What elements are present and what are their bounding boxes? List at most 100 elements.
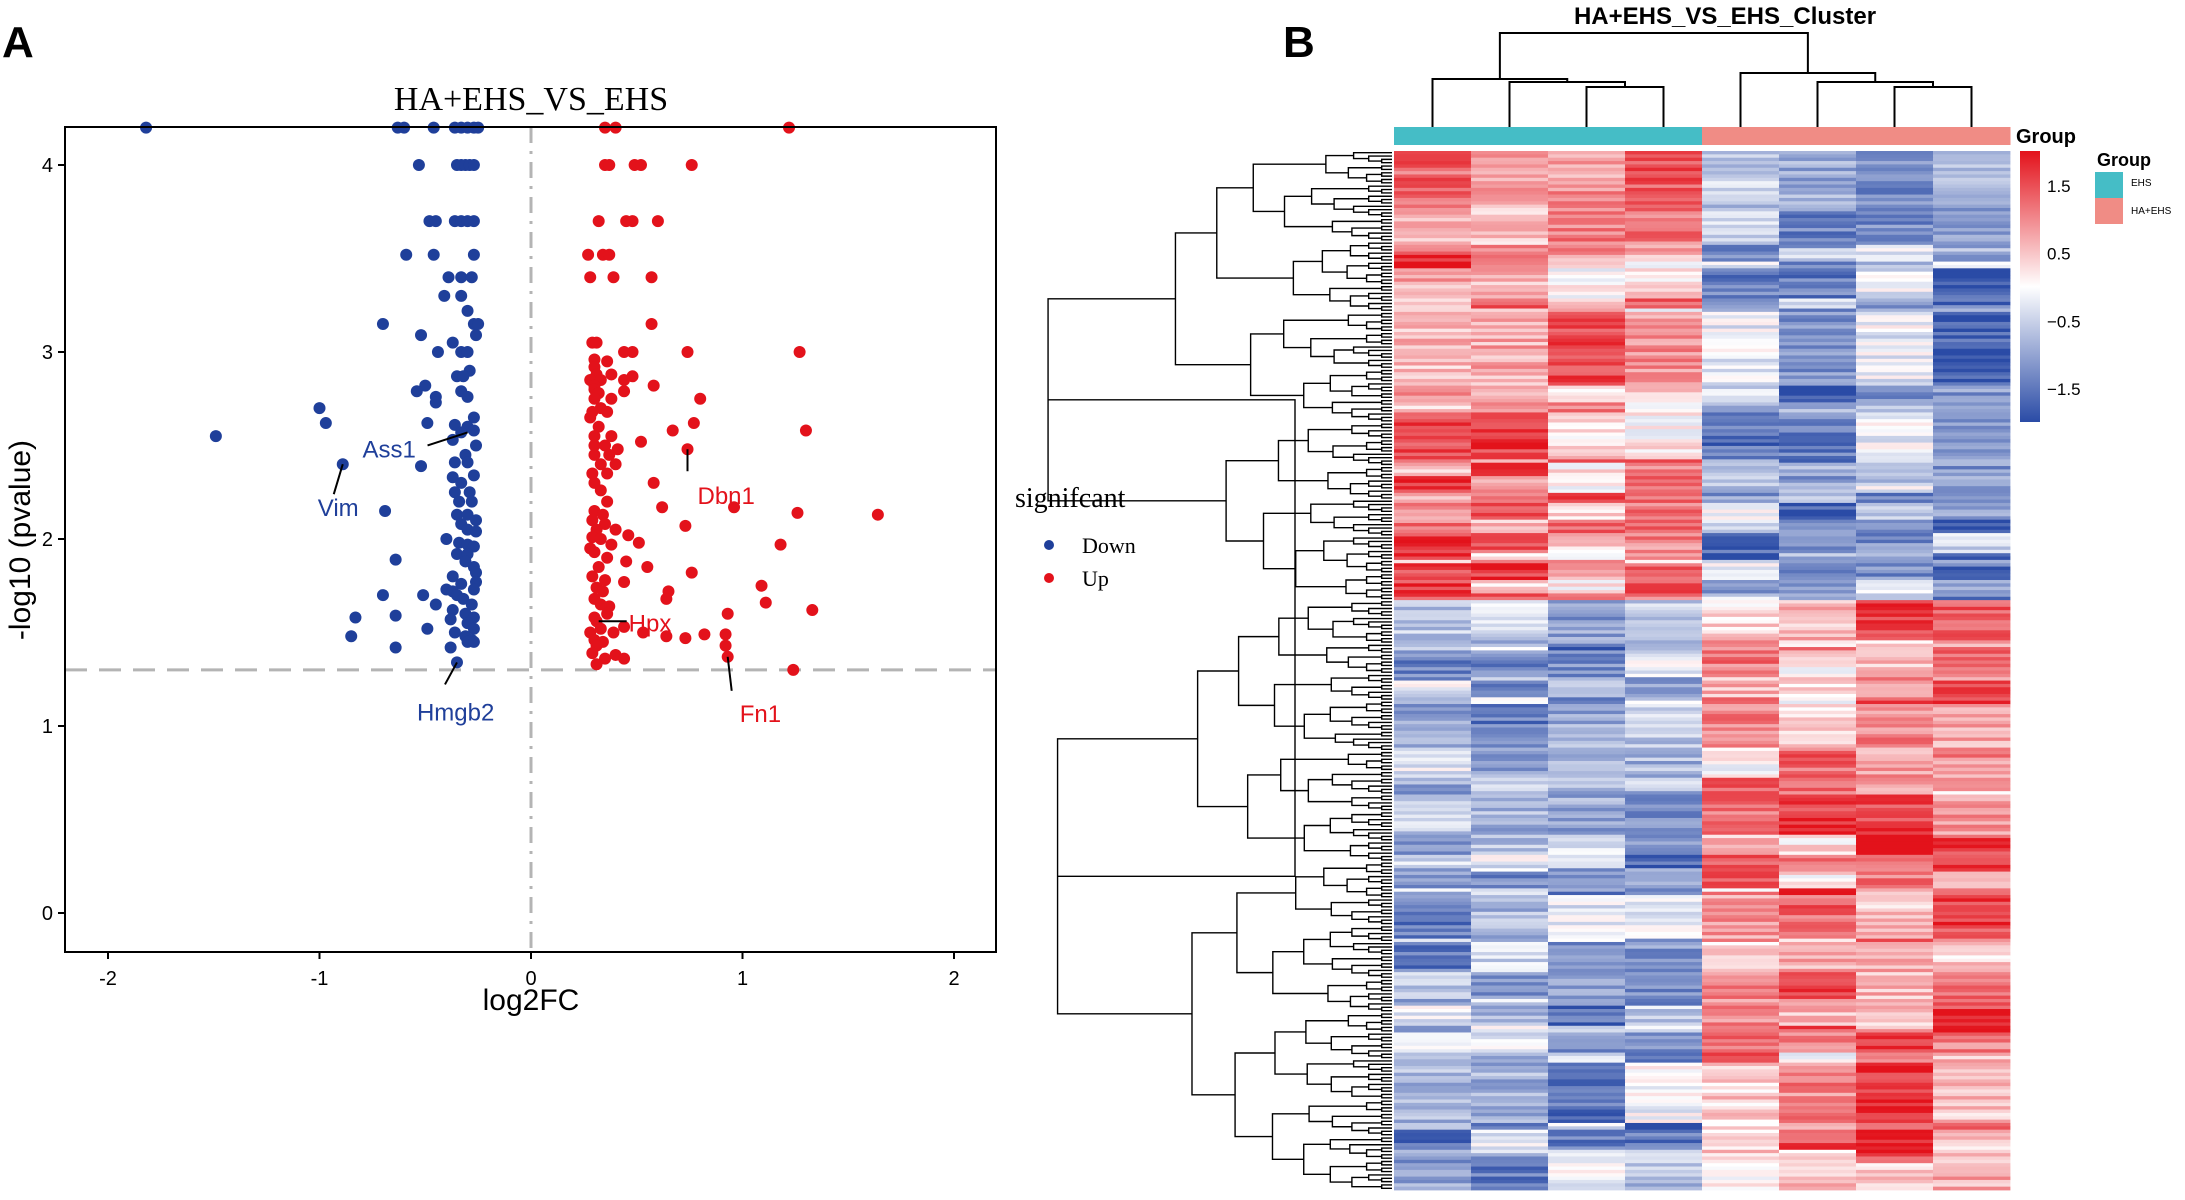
legend-label-down: Down <box>1082 533 1136 558</box>
heatmap-cell <box>1779 878 1857 883</box>
heatmap-cell <box>1933 750 2011 755</box>
heatmap-cell <box>1548 469 1626 474</box>
heatmap-cell <box>1471 1183 1549 1188</box>
heatmap-cell <box>1625 1005 1703 1010</box>
heatmap-cell <box>1933 590 2011 594</box>
heatmap-cell <box>1702 254 1780 259</box>
heatmap-cell <box>1779 1169 1857 1174</box>
heatmap-cell <box>1856 549 1934 554</box>
heatmap-cell <box>1933 1169 2011 1174</box>
heatmap-cell <box>1702 905 1780 909</box>
colorbar-tick-label: −1.5 <box>2047 380 2081 399</box>
row-dendrogram-branch <box>1303 824 1351 852</box>
point-down <box>455 289 468 302</box>
heatmap-cell <box>1471 472 1549 477</box>
heatmap-cell <box>1548 348 1626 353</box>
column-dendrogram-branch <box>1431 78 1569 127</box>
heatmap-cell <box>1856 251 1934 256</box>
heatmap-cell <box>1471 727 1549 732</box>
heatmap-cell <box>1856 1139 1934 1144</box>
heatmap-cell <box>1779 301 1857 306</box>
heatmap-cell <box>1548 600 1626 604</box>
heatmap-cell <box>1856 831 1934 836</box>
heatmap-cell <box>1471 663 1549 668</box>
heatmap-cell <box>1394 1015 1472 1020</box>
heatmap-cell <box>1779 764 1857 769</box>
heatmap-cell <box>1702 972 1780 976</box>
heatmap-cell <box>1702 1139 1780 1144</box>
heatmap-cell <box>1779 469 1857 474</box>
heatmap-cell <box>1471 321 1549 326</box>
heatmap-cell <box>1394 1039 1472 1043</box>
heatmap-cell <box>1933 499 2011 504</box>
x-tick-label: 1 <box>737 968 748 990</box>
heatmap-cell <box>1471 1096 1549 1100</box>
row-dendrogram-branch <box>1368 875 1392 883</box>
heatmap-cell <box>1702 204 1780 209</box>
heatmap-cell <box>1933 1156 2011 1161</box>
heatmap-cell <box>1625 1169 1703 1174</box>
heatmap-cell <box>1779 422 1857 427</box>
heatmap-cell <box>1394 405 1472 410</box>
heatmap-cell <box>1548 432 1626 437</box>
heatmap-cell <box>1856 241 1934 246</box>
heatmap-cell <box>1933 1055 2011 1060</box>
heatmap-cell <box>1933 1119 2011 1124</box>
heatmap-cell <box>1625 787 1703 792</box>
heatmap-cell <box>1702 311 1780 316</box>
heatmap-cell <box>1779 647 1857 651</box>
heatmap-cell <box>1548 1179 1626 1184</box>
heatmap-cell <box>1779 462 1857 467</box>
heatmap-cell <box>1702 794 1780 799</box>
heatmap-cell <box>1548 915 1626 919</box>
heatmap-cell <box>1394 177 1472 182</box>
heatmap-cell <box>1394 898 1472 903</box>
heatmap-cell <box>1933 663 2011 668</box>
heatmap-cell <box>1625 509 1703 514</box>
heatmap-cell <box>1625 697 1703 702</box>
heatmap-cell <box>1933 1179 2011 1184</box>
row-dendrogram-branch <box>1351 964 1382 974</box>
heatmap-cell <box>1856 1002 1934 1007</box>
annotation-cell-ehs <box>1625 127 1703 145</box>
heatmap-cell <box>1856 1176 1934 1181</box>
heatmap-cell <box>1625 807 1703 812</box>
row-dendrogram-branch <box>1381 198 1392 204</box>
heatmap-cell <box>1548 824 1626 829</box>
heatmap-cell <box>1856 885 1934 889</box>
heatmap-cell <box>1702 171 1780 175</box>
heatmap-cell <box>1394 331 1472 336</box>
point-up <box>588 392 601 405</box>
heatmap-cell <box>1702 623 1780 628</box>
heatmap-cell <box>1702 985 1780 990</box>
heatmap-cell <box>1394 439 1472 443</box>
heatmap-cell <box>1625 945 1703 950</box>
heatmap-cell <box>1548 1116 1626 1121</box>
heatmap-cell <box>1548 901 1626 906</box>
row-dendrogram-branch <box>1381 979 1392 985</box>
heatmap-cell <box>1779 298 1857 303</box>
point-down <box>453 495 466 508</box>
heatmap-cell <box>1779 1012 1857 1017</box>
heatmap-cell <box>1856 603 1934 608</box>
heatmap-cell <box>1702 1005 1780 1010</box>
heatmap-cell <box>1394 318 1472 323</box>
heatmap-cell <box>1702 610 1780 614</box>
heatmap-cell <box>1471 1025 1549 1030</box>
row-dendrogram-branch <box>1332 620 1367 638</box>
heatmap-cell <box>1548 586 1626 591</box>
heatmap-cell <box>1702 174 1780 179</box>
point-up <box>582 248 595 261</box>
heatmap-cell <box>1856 378 1934 383</box>
heatmap-cell <box>1394 1062 1472 1067</box>
heatmap-cell <box>1779 258 1857 263</box>
heatmap-cell <box>1702 1106 1780 1110</box>
heatmap-cell <box>1702 1159 1780 1164</box>
point-up <box>660 630 673 643</box>
heatmap-cell <box>1394 442 1472 447</box>
heatmap-cell <box>1548 167 1626 172</box>
heatmap-cell <box>1471 281 1549 286</box>
point-down <box>410 385 423 398</box>
row-dendrogram-branch <box>1381 1013 1392 1019</box>
heatmap-cell <box>1702 502 1780 507</box>
